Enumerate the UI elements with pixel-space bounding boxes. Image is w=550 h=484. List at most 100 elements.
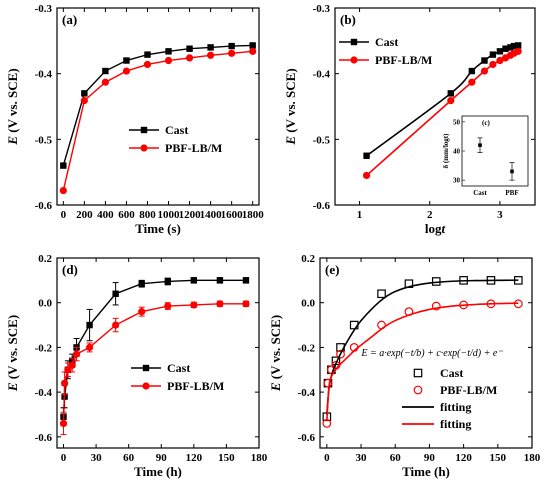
y-tick-label: 0.2 [301,253,315,265]
data-point [68,361,76,369]
inset-chart: (c) 30 40 50δ (mm/logt) Cast PBF [442,115,529,197]
x-tick-label: 2 [427,209,433,221]
data-point [514,47,522,55]
inset-panel-label: (c) [482,119,490,127]
y-tick-label: -0.6 [35,432,53,444]
panel-label: (b) [340,12,356,27]
data-point [165,48,172,55]
inset-x-tick-label: Cast [473,189,487,197]
data-point [496,56,504,65]
x-tick-label: 1200 [179,209,202,221]
y-tick-label: 0.2 [38,253,52,265]
data-point [502,45,509,52]
data-point [362,171,371,180]
data-point [164,56,173,65]
x-tick-label: 60 [123,452,135,464]
x-tick-label: 120 [455,452,472,464]
y-tick-label: -0.4 [35,69,53,81]
series-pbf-lb-m [59,300,250,436]
data-point [112,290,119,297]
x-tick-label: 1400 [200,209,223,221]
x-axis-label: Time (s) [135,221,181,236]
legend-label: fitting [440,400,471,414]
x-tick-label: 90 [424,452,436,464]
data-point [216,300,224,308]
data-point [112,321,120,329]
x-tick-label: 0 [324,452,330,464]
x-tick-label: 200 [76,209,93,221]
legend-marker [140,144,148,152]
data-point [185,54,194,62]
y-tick-label: -0.4 [35,387,53,399]
data-point [242,277,250,284]
data-point [64,366,72,374]
data-point [507,44,514,51]
legend-marker [350,38,358,46]
plot-frame [56,257,260,449]
legend-label: PBF-LB/M [165,141,222,155]
x-tick-label: 30 [356,452,368,464]
x-tick-label: 150 [490,452,507,464]
data-point [85,343,94,352]
panel-label: (a) [62,12,77,27]
data-point [496,48,504,55]
legend-marker [142,364,150,372]
x-tick-label: 1 [357,209,363,221]
x-tick-label: 0 [61,452,67,464]
x-axis-label: Time (h) [134,464,182,479]
data-point [60,162,67,169]
legend-label: Cast [167,361,190,375]
panel-label: (d) [62,262,78,277]
data-point [86,321,93,329]
data-point [249,47,257,55]
y-tick-label: -0.4 [298,387,316,399]
x-tick-label: 400 [97,209,114,221]
data-point [336,349,345,359]
inset-frame [461,115,529,187]
y-tick-label: -0.5 [35,134,53,146]
legend-label: Cast [440,366,463,380]
series-fitting [326,279,519,415]
legend: Cast PBF-LB/M [339,35,432,67]
data-point [510,42,518,50]
legend-marker [142,382,150,390]
x-tick-label: 1000 [158,209,181,221]
data-point [468,78,476,86]
fit-equation: E = a·exp(−t/b) + c·exp(−t/d) + e⁻ [360,348,503,359]
x-tick-label: 600 [118,209,135,221]
y-axis-label: E (V vs. SCE) [5,68,20,145]
inset-y-tick-label: 50 [453,118,461,126]
data-point [447,96,455,105]
y-axis-label: E (V vs. SCE) [268,315,283,392]
y-tick-label: -0.6 [298,432,316,444]
data-point [377,289,386,299]
data-point [228,42,235,50]
data-point [207,44,214,51]
x-axis-label: logt [425,221,446,236]
x-tick-label: 180 [524,452,541,464]
x-tick-label: 150 [218,452,235,464]
data-point [102,67,109,75]
x-tick-label: 60 [390,452,402,464]
x-tick-label: 90 [156,452,168,464]
x-tick-label: 1600 [221,209,244,221]
data-point [144,51,151,58]
legend: Cast PBF-LB/M [131,361,224,393]
data-point [190,277,198,284]
y-axis-label: E (V vs. SCE) [5,315,20,392]
y-tick-label: -0.2 [298,342,316,354]
x-tick-label: 800 [139,209,156,221]
plot-frame [56,7,260,206]
y-tick-label: 0.0 [301,298,315,310]
data-point [431,301,441,311]
series-line [62,50,253,191]
data-point [186,45,193,52]
series-pbf-lb-m [59,47,257,195]
inset-y-axis-label: δ (mm/logt) [442,133,450,169]
legend-label: PBF-LB/M [375,53,432,67]
data-point [80,96,88,105]
data-point [514,42,522,49]
inset-data-point [510,169,514,174]
panel-d: 0 30 60 90 120 150 180 -0.6 -0.4 -0.2 0.0 0.2 E (V v… [5,253,268,479]
x-tick-label: 120 [186,452,203,464]
